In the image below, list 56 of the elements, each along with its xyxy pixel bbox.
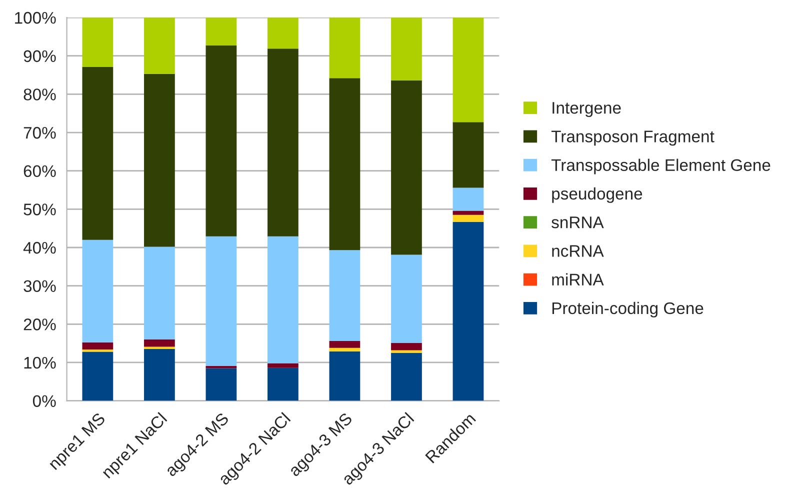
legend-label: miRNA: [552, 273, 604, 286]
bar: [452, 122, 484, 188]
bar: [452, 18, 484, 122]
bar: [82, 352, 114, 401]
bar: [329, 351, 360, 401]
y-tick-label: 40%: [23, 242, 56, 254]
legend-label: ncRNA: [552, 245, 604, 257]
bar: [391, 80, 422, 255]
legend-label: pseudogene: [552, 187, 642, 203]
bar: [329, 348, 360, 352]
y-tick-label: 80%: [24, 88, 56, 100]
bar: [82, 240, 114, 343]
bar: [391, 254, 422, 343]
bar: [82, 18, 114, 67]
legend-label: Intergene: [552, 102, 621, 118]
bar: [206, 46, 237, 236]
legend-label: Protein-coding Gene: [552, 302, 704, 318]
bar: [391, 342, 422, 350]
bar: [329, 250, 360, 342]
bar: [391, 352, 422, 401]
y-tick-label: 90%: [24, 50, 56, 62]
bar: [268, 236, 298, 364]
bar: [329, 341, 360, 348]
bar: [206, 236, 237, 366]
bar: [452, 214, 484, 222]
bar: [206, 18, 237, 46]
bar: [82, 66, 114, 240]
y-tick-label: 60%: [24, 165, 56, 178]
bar: [391, 18, 422, 80]
bar: [144, 18, 175, 74]
y-tick-label: 20%: [24, 318, 56, 330]
legend-label: snRNA: [552, 216, 604, 228]
bar: [268, 363, 298, 368]
y-tick-label: 100%: [15, 12, 56, 24]
y-tick-label: 10%: [24, 356, 56, 369]
bar: [144, 339, 175, 347]
bar: [144, 349, 175, 401]
bar: [329, 78, 360, 250]
bar: [452, 222, 484, 401]
y-tick-label: 0%: [32, 395, 56, 408]
y-tick-label: 70%: [24, 126, 56, 139]
legend-label: Transposon Fragment: [551, 130, 714, 146]
bar: [452, 210, 484, 215]
bar: [144, 246, 175, 340]
bar: [206, 368, 237, 401]
bar: [391, 350, 422, 353]
y-tick-label: 50%: [24, 204, 56, 216]
bar: [268, 18, 298, 49]
bar: [144, 74, 175, 247]
legend-label: Transpossable Element Gene: [551, 158, 770, 174]
bar: [268, 48, 298, 236]
bar: [82, 342, 114, 350]
bar: [268, 368, 298, 401]
bar: [452, 188, 484, 211]
bar: [329, 18, 360, 78]
y-tick-label: 30%: [24, 280, 56, 292]
